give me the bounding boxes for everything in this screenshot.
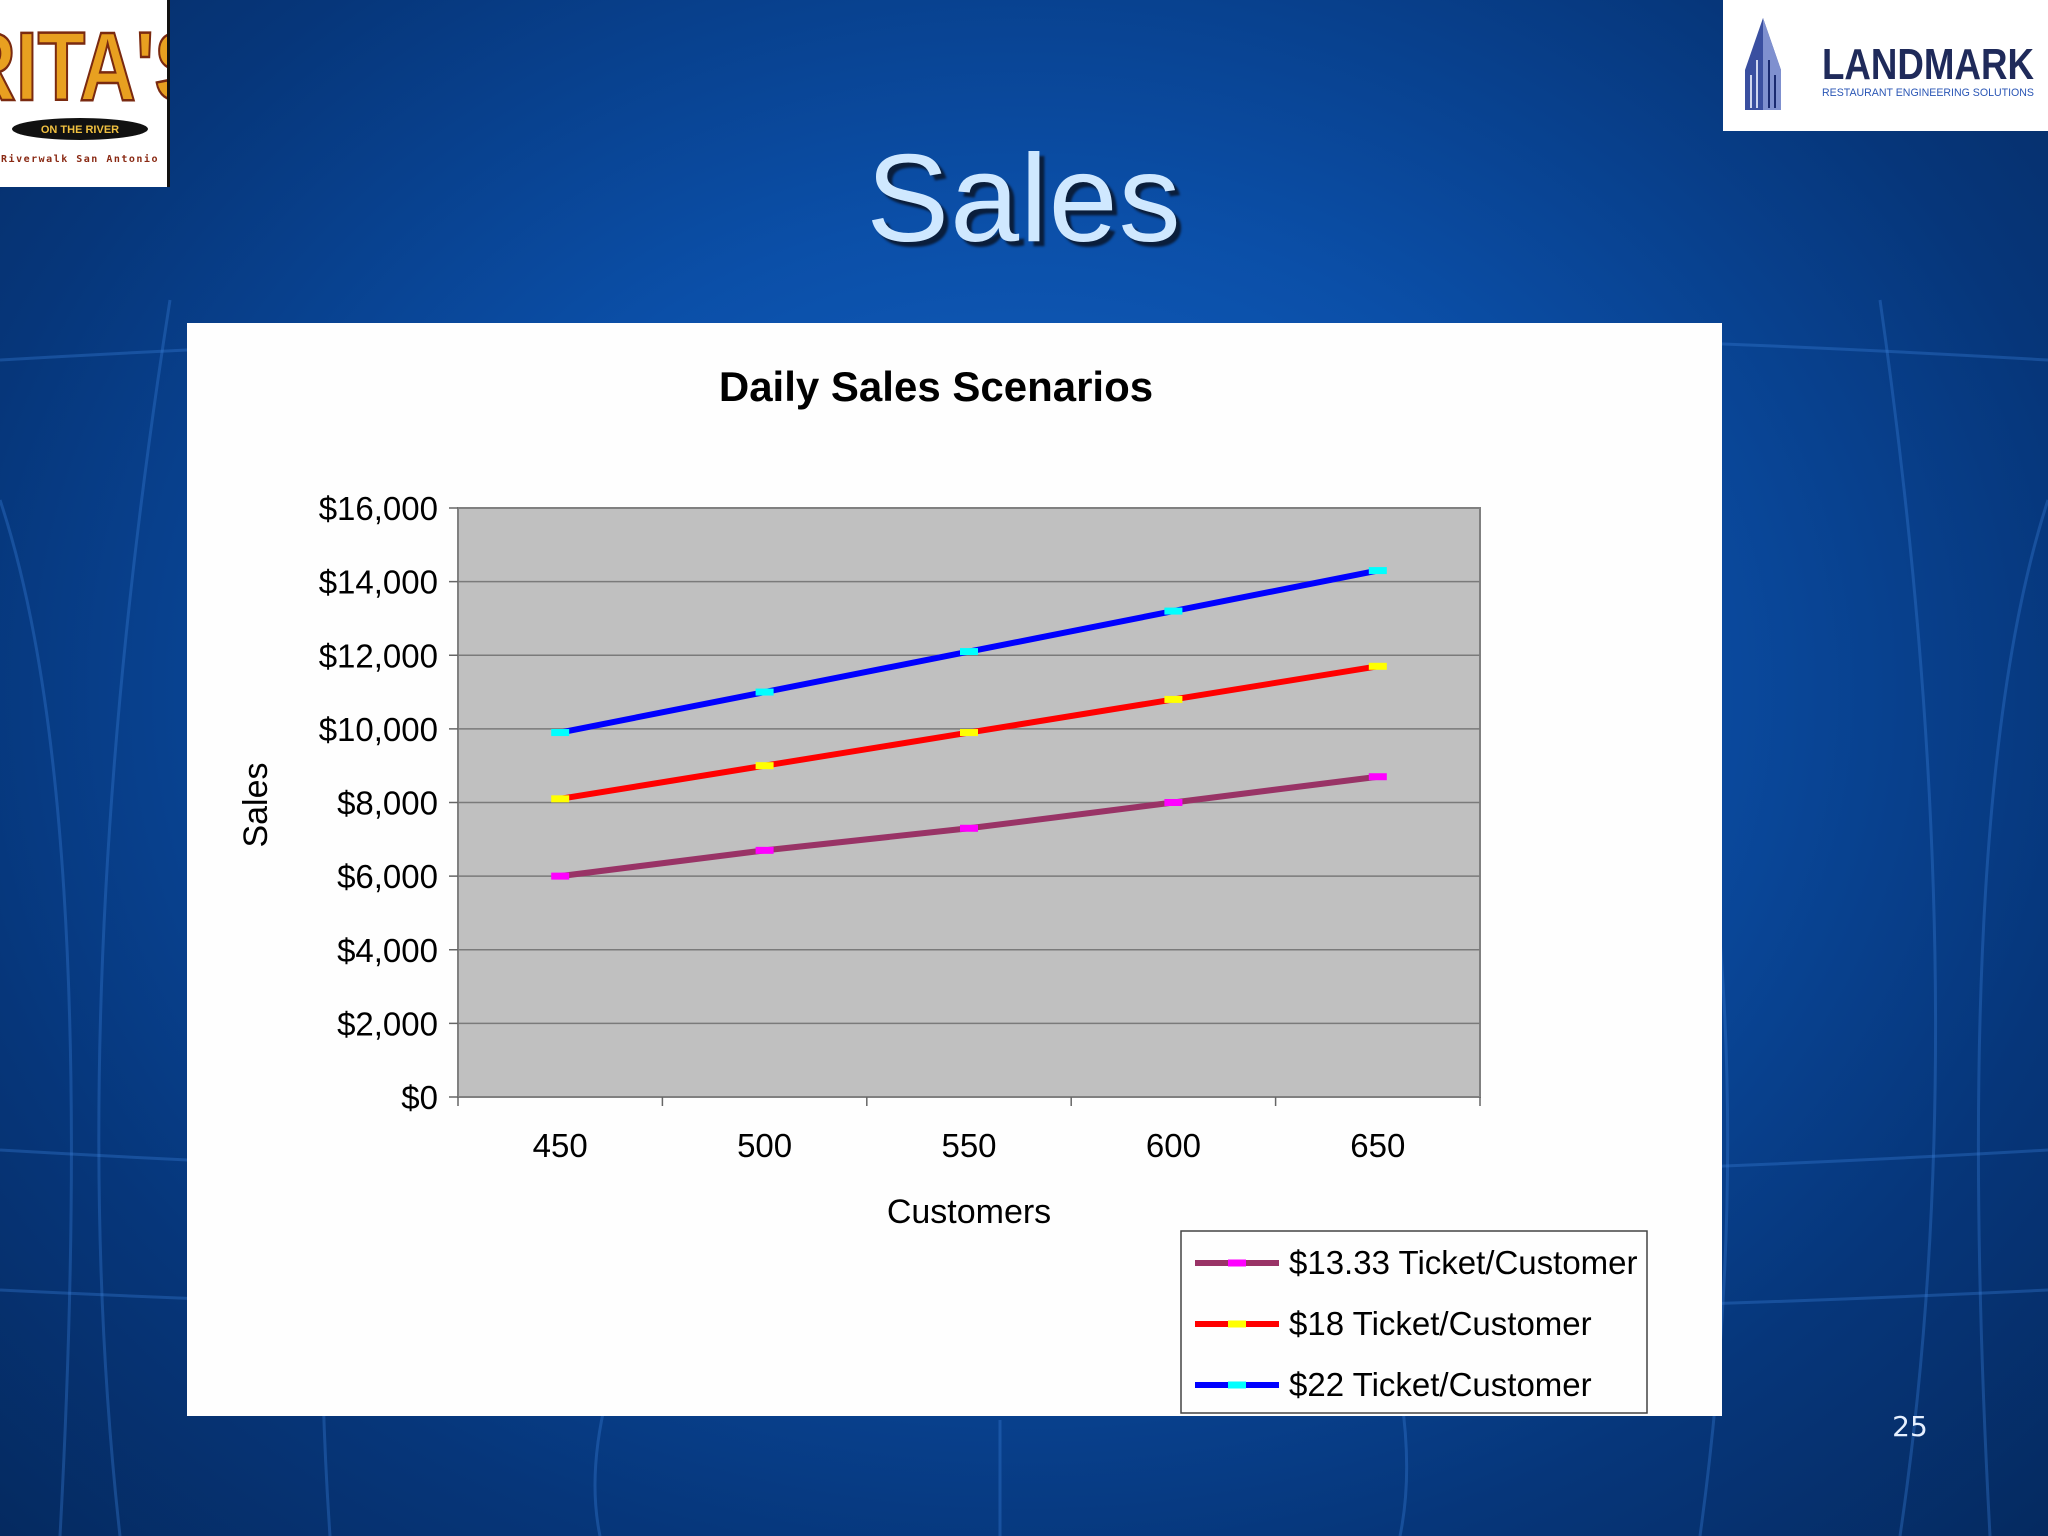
- data-point-marker: [960, 824, 978, 832]
- y-tick-label: $2,000: [337, 1005, 438, 1042]
- data-point-marker: [755, 688, 774, 696]
- data-point-marker: [1368, 662, 1387, 670]
- legend-marker: [1228, 1320, 1246, 1328]
- series-group: [551, 567, 1387, 737]
- data-point-marker: [1164, 695, 1183, 703]
- legend-marker: [1228, 1381, 1246, 1389]
- y-tick-label: $12,000: [319, 637, 438, 674]
- legend-marker: [1228, 1259, 1246, 1267]
- series-group: [551, 773, 1387, 880]
- chart-panel: Daily Sales Scenarios $0 $2,000 $4,000 $6,0…: [187, 323, 1722, 1416]
- landmark-logo: LANDMARK RESTAURANT ENGINEERING SOLUTION…: [1723, 0, 2048, 131]
- x-tick-label: 450: [533, 1127, 588, 1164]
- y-tick-label: $8,000: [337, 785, 438, 822]
- landmark-logo-name: LANDMARK: [1822, 40, 2034, 89]
- landmark-logo-tagline: RESTAURANT ENGINEERING SOLUTIONS: [1822, 87, 2034, 99]
- skyscraper-icon: [1745, 18, 1781, 110]
- x-tick-label: 600: [1146, 1127, 1201, 1164]
- x-axis-title: Customers: [887, 1193, 1051, 1231]
- data-point-marker: [551, 795, 570, 803]
- chart-title: Daily Sales Scenarios: [719, 363, 1153, 410]
- data-point-marker: [755, 762, 774, 770]
- data-point-marker: [1164, 799, 1183, 806]
- x-tick-label: 500: [737, 1127, 792, 1164]
- page-number: 25: [1892, 1410, 1928, 1443]
- ritas-logo-name: RITA'S: [0, 12, 167, 121]
- series-group: [551, 662, 1387, 803]
- y-tick-label: $16,000: [319, 490, 438, 527]
- data-point-marker: [1164, 607, 1183, 615]
- x-tick-label: 550: [941, 1127, 996, 1164]
- data-point-marker: [960, 648, 978, 656]
- data-point-marker: [551, 872, 570, 880]
- line-chart: Daily Sales Scenarios $0 $2,000 $4,000 $6,0…: [237, 363, 1648, 1414]
- data-point-marker: [755, 846, 774, 854]
- y-tick-label: $4,000: [337, 932, 438, 969]
- y-tick-label: $10,000: [319, 711, 438, 748]
- y-axis-title: Sales: [237, 762, 275, 847]
- data-point-marker: [1368, 567, 1387, 575]
- data-point-marker: [960, 729, 978, 737]
- data-point-marker: [1368, 773, 1387, 781]
- chart-legend: $13.33 Ticket/Customer $18 Ticket/Custome…: [1180, 1230, 1648, 1414]
- legend-item: $18 Ticket/Customer: [1195, 1305, 1592, 1342]
- y-tick-label: $0: [401, 1079, 438, 1116]
- x-tick-label: 650: [1350, 1127, 1405, 1164]
- ritas-logo-tagline: ON THE RIVER: [41, 124, 119, 136]
- legend-label: $13.33 Ticket/Customer: [1289, 1244, 1638, 1281]
- legend-label: $22 Ticket/Customer: [1289, 1366, 1592, 1403]
- slide-title: Sales: [866, 130, 1182, 268]
- y-tick-label: $6,000: [337, 858, 438, 895]
- legend-label: $18 Ticket/Customer: [1289, 1305, 1592, 1342]
- ritas-logo-location: Riverwalk San Antonio: [1, 153, 159, 165]
- legend-item: $22 Ticket/Customer: [1195, 1366, 1592, 1403]
- data-point-marker: [551, 729, 570, 737]
- y-tick-label: $14,000: [319, 564, 438, 601]
- legend-item: $13.33 Ticket/Customer: [1195, 1244, 1638, 1281]
